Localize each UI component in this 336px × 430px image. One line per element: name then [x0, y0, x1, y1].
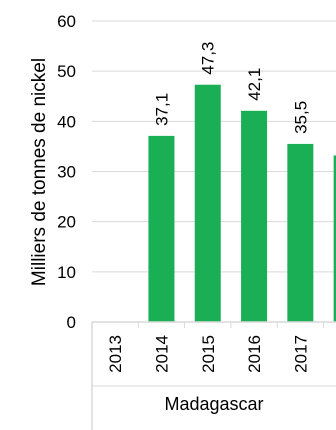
- x-tick-label: 2013: [106, 335, 125, 373]
- y-axis-ticks: 0 10 20 30 40 50 60: [57, 12, 76, 332]
- x-axis-ticks: 201320142015201620172018: [106, 335, 310, 373]
- bar: [241, 110, 268, 322]
- group-label: Madagascar: [164, 394, 263, 414]
- bar: [194, 84, 221, 322]
- y-tick-label: 40: [57, 112, 76, 131]
- x-tick-label: 2014: [152, 335, 171, 373]
- y-tick-label: 60: [57, 12, 76, 31]
- bar: [333, 155, 336, 322]
- y-tick-label: 0: [67, 313, 76, 332]
- data-label: 47,3: [199, 42, 218, 75]
- x-axis: [91, 321, 336, 430]
- bars: [148, 84, 336, 322]
- y-tick-label: 50: [57, 62, 76, 81]
- y-tick-label: 10: [57, 263, 76, 282]
- x-tick-label: 2017: [291, 335, 310, 373]
- bar: [287, 143, 314, 322]
- data-label: 37,1: [152, 93, 171, 126]
- data-labels: 37,147,342,135,533,2: [152, 42, 310, 134]
- y-tick-label: 30: [57, 163, 76, 182]
- y-axis-title: Milliers de tonnes de nickel: [29, 58, 50, 286]
- x-tick-label: 2015: [199, 335, 218, 373]
- x-tick-label: 2016: [245, 335, 264, 373]
- data-label: 35,5: [291, 101, 310, 134]
- y-tick-label: 20: [57, 213, 76, 232]
- bar: [148, 135, 175, 322]
- data-label: 42,1: [245, 68, 264, 101]
